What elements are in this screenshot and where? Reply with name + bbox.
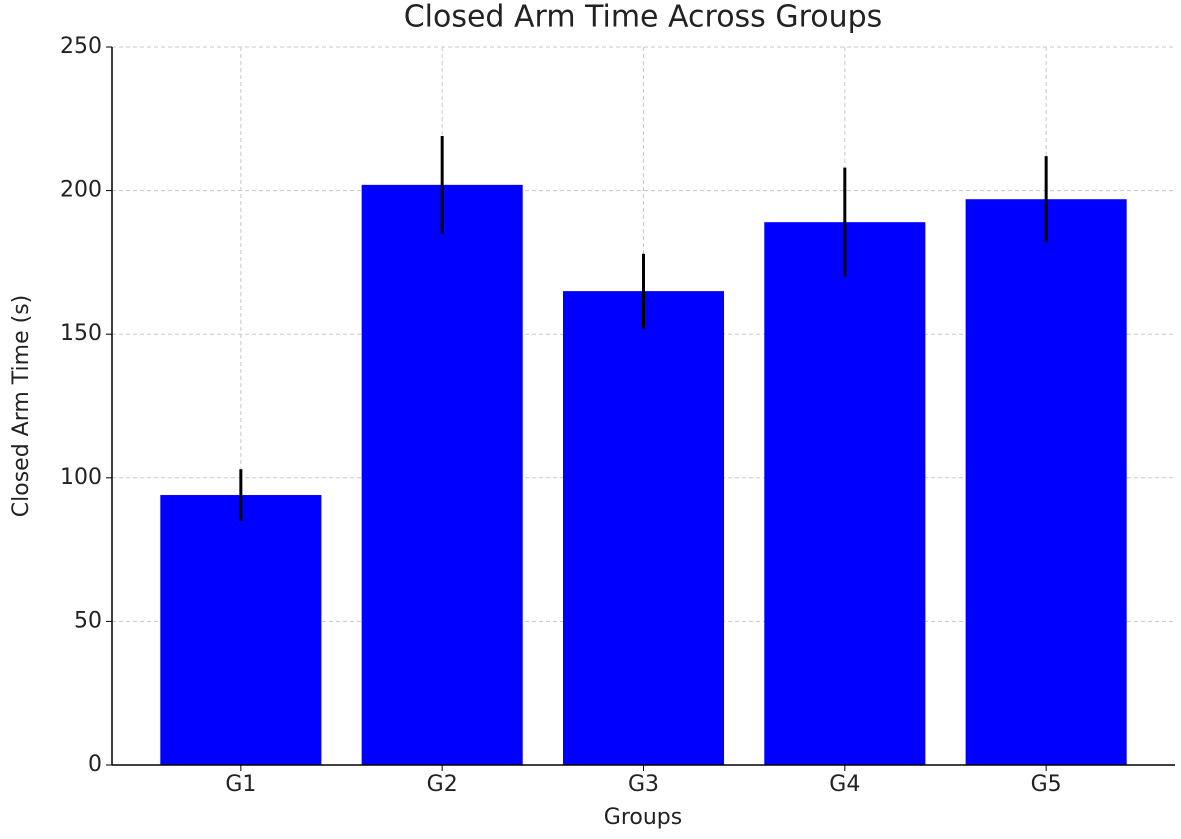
x-tick-label: G2 bbox=[427, 772, 458, 797]
chart-title: Closed Arm Time Across Groups bbox=[404, 0, 883, 35]
x-tick-label: G3 bbox=[628, 772, 659, 797]
y-tick-label: 50 bbox=[74, 608, 102, 633]
bar bbox=[965, 199, 1127, 765]
y-tick-label: 200 bbox=[60, 178, 102, 203]
bar bbox=[764, 222, 926, 765]
x-tick-label: G1 bbox=[225, 772, 256, 797]
bar bbox=[562, 291, 725, 765]
y-tick-label: 150 bbox=[60, 321, 102, 346]
x-axis-label: Groups bbox=[604, 805, 682, 830]
x-tick-label: G5 bbox=[1031, 772, 1062, 797]
y-axis-label: Closed Arm Time (s) bbox=[9, 295, 34, 517]
x-tick-label: G4 bbox=[829, 772, 860, 797]
y-tick-label: 100 bbox=[60, 465, 102, 490]
y-tick-label: 0 bbox=[88, 752, 102, 777]
y-tick-label: 250 bbox=[60, 34, 102, 59]
bar bbox=[361, 184, 523, 765]
bar bbox=[160, 495, 322, 765]
